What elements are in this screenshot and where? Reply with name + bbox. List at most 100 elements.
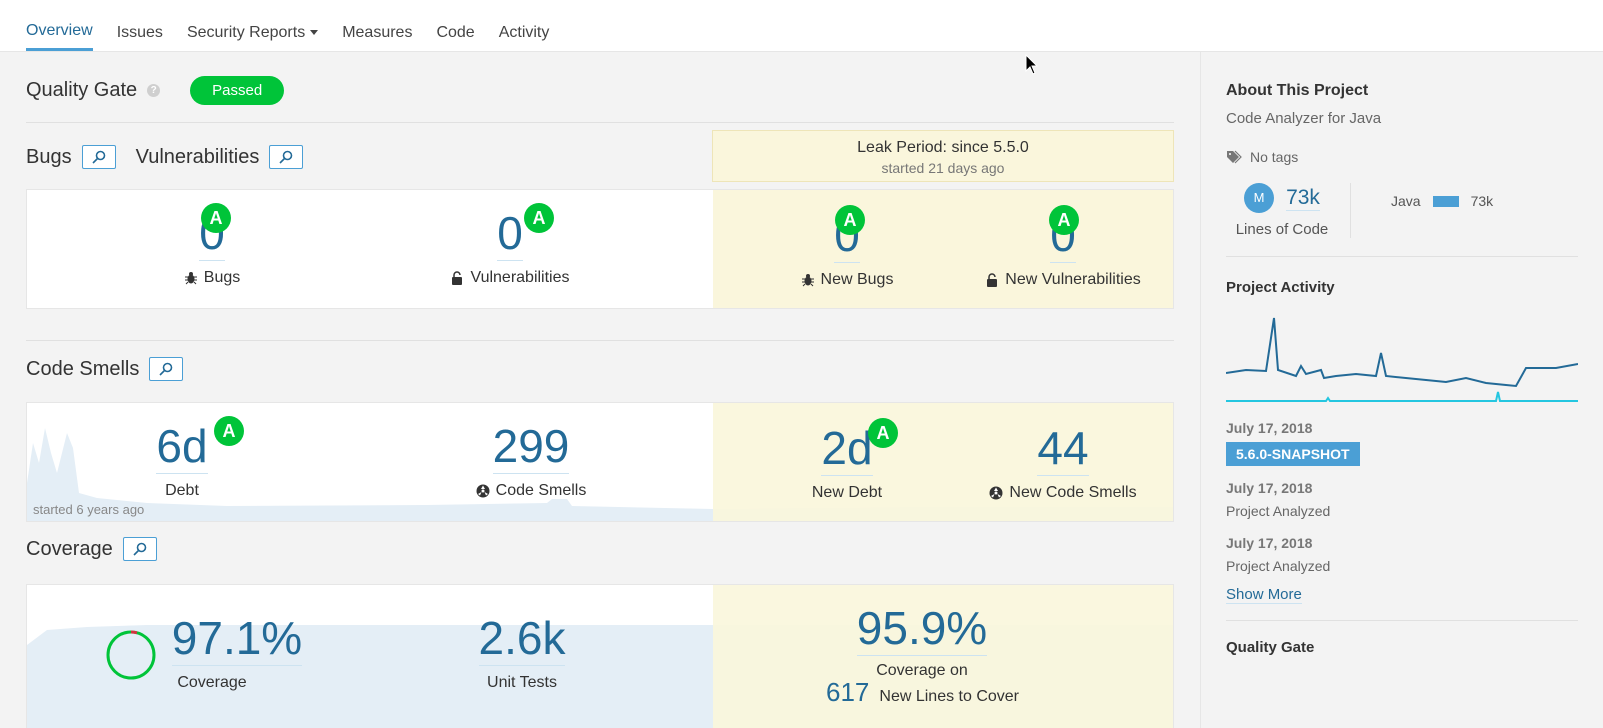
new-debt-value[interactable]: 2d [821, 422, 873, 476]
new-debt-rating-badge[interactable]: A [868, 418, 898, 448]
loc-value-row: M 73k [1226, 183, 1338, 213]
divider [26, 340, 1174, 341]
new-vulnerabilities-label: New Vulnerabilities [1005, 271, 1141, 288]
size-block: M 73k Lines of Code Java 73k [1226, 183, 1578, 238]
help-icon[interactable]: ? [147, 84, 161, 97]
new-lines-value[interactable]: 617 [826, 677, 870, 707]
vulnerabilities-label: Vulnerabilities [470, 269, 570, 286]
new-bugs-rating-badge[interactable]: A [835, 205, 865, 235]
tab-security-reports[interactable]: Security Reports [187, 22, 319, 51]
coverage-section-title: Coverage [26, 537, 113, 560]
mouse-cursor-icon [1025, 54, 1039, 75]
about-project-title: About This Project [1226, 82, 1369, 99]
coverage-metric[interactable]: 97.1% Coverage [167, 615, 307, 692]
vulnerabilities-history-button[interactable] [269, 145, 304, 169]
new-code-smells-metric[interactable]: 44 New Code Smells [973, 425, 1153, 502]
quality-gate-title: Quality Gate [26, 79, 138, 101]
new-vulnerabilities-rating-badge[interactable]: A [1049, 205, 1079, 235]
link-icon [279, 150, 293, 164]
leak-period-title: Leak Period: since 5.5.0 [857, 139, 1029, 156]
language-distribution: Java 73k [1391, 193, 1493, 209]
coverage-donut-chart [106, 630, 156, 680]
vulnerabilities-metric[interactable]: 0 Vulnerabilities [445, 210, 575, 287]
code-smell-icon [989, 486, 1003, 500]
sidebar-quality-gate-title: Quality Gate [1226, 639, 1315, 656]
new-coverage-metric[interactable]: 95.9% Coverage on [847, 605, 997, 680]
coverage-history-button[interactable] [122, 537, 157, 561]
bugs-vulns-card: 0 Bugs A 0 Vulnerabilities A 0 New Bugs … [26, 189, 1174, 309]
event-date: July 17, 2018 [1226, 535, 1313, 551]
size-rating-avatar: M [1244, 183, 1275, 213]
new-code-smells-value[interactable]: 44 [1037, 422, 1089, 476]
unlocked-icon [452, 271, 463, 285]
coverage-value[interactable]: 97.1% [171, 612, 303, 666]
activity-event: July 17, 2018 Project Analyzed [1226, 480, 1578, 519]
quality-gate-row: Quality Gate ? Passed [26, 76, 285, 105]
new-debt-label: New Debt [811, 484, 883, 501]
code-smells-metric[interactable]: 299 Code Smells [461, 423, 601, 500]
show-more-row: Show More [1226, 586, 1578, 604]
tags-row[interactable]: No tags [1226, 149, 1578, 165]
code-smells-history-button[interactable] [149, 357, 184, 381]
project-sidebar: About This Project Code Analyzer for Jav… [1200, 52, 1603, 728]
loc-value[interactable]: 73k [1286, 185, 1320, 211]
code-smells-label-row: Code Smells [461, 482, 601, 500]
lines-of-code[interactable]: M 73k Lines of Code [1226, 183, 1351, 238]
code-smells-value[interactable]: 299 [492, 420, 570, 474]
vulnerabilities-label-row: Vulnerabilities [445, 269, 575, 287]
divider [26, 122, 1174, 123]
debt-rating-badge[interactable]: A [214, 416, 244, 446]
vulnerabilities-rating-badge[interactable]: A [524, 203, 554, 233]
tab-issues[interactable]: Issues [116, 23, 163, 41]
new-code-smells-label: New Code Smells [1009, 484, 1137, 501]
event-date: July 17, 2018 [1226, 420, 1313, 436]
tab-overview[interactable]: Overview [26, 22, 93, 51]
vulnerabilities-value[interactable]: 0 [497, 207, 523, 261]
unit-tests-label: Unit Tests [487, 674, 557, 691]
new-code-smells-label-row: New Code Smells [973, 484, 1153, 502]
code-smells-label: Code Smells [495, 482, 587, 499]
code-smell-icon [476, 484, 490, 498]
leak-period-panel [713, 403, 1173, 521]
tab-measures[interactable]: Measures [342, 23, 413, 41]
unit-tests-value[interactable]: 2.6k [478, 612, 566, 666]
version-tag: 5.6.0-SNAPSHOT [1226, 442, 1360, 466]
tab-activity[interactable]: Activity [498, 23, 550, 41]
event-description: Project Analyzed [1226, 503, 1331, 519]
activity-event: July 17, 2018 Project Analyzed [1226, 535, 1578, 574]
leak-period-panel [713, 585, 1173, 728]
bugs-rating-badge[interactable]: A [201, 203, 231, 233]
debt-value[interactable]: 6d [156, 420, 208, 474]
debt-metric[interactable]: 6d Debt [147, 423, 217, 500]
tags-icon [1227, 150, 1242, 164]
bugs-label-row: Bugs [167, 269, 257, 287]
coverage-header: Coverage [26, 537, 157, 561]
chevron-down-icon [310, 30, 319, 35]
divider [1226, 620, 1578, 621]
new-coverage-value[interactable]: 95.9% [856, 602, 988, 656]
new-debt-metric[interactable]: 2d New Debt [787, 425, 907, 502]
project-description: Code Analyzer for Java [1226, 110, 1382, 127]
language-bar [1432, 195, 1459, 207]
project-nav: Overview Issues Security Reports Measure… [26, 22, 549, 51]
new-lines-metric[interactable]: 617 New Lines to Cover [826, 677, 1019, 708]
code-smells-section-title: Code Smells [26, 357, 140, 380]
unit-tests-metric[interactable]: 2.6k Unit Tests [467, 615, 577, 692]
language-value: 73k [1470, 193, 1494, 209]
project-activity-graph[interactable] [1226, 308, 1578, 408]
overview-main: Quality Gate ? Passed Bugs Vulnerabiliti… [0, 52, 1200, 728]
tags-label: No tags [1250, 149, 1299, 165]
tab-code[interactable]: Code [436, 23, 475, 41]
event-date: July 17, 2018 [1226, 480, 1313, 496]
bugs-history-button[interactable] [81, 145, 116, 169]
coverage-label: Coverage [177, 674, 247, 691]
show-more-link[interactable]: Show More [1226, 586, 1302, 604]
code-smells-header: Code Smells [26, 357, 184, 381]
new-vulnerabilities-label-row: New Vulnerabilities [973, 271, 1153, 289]
link-icon [92, 150, 105, 164]
debt-label: Debt [165, 482, 199, 499]
divider [1226, 256, 1578, 257]
bugs-label: Bugs [203, 269, 241, 286]
quality-gate-status-badge: Passed [190, 76, 285, 105]
activity-event: July 17, 2018 5.6.0-SNAPSHOT [1226, 420, 1578, 466]
